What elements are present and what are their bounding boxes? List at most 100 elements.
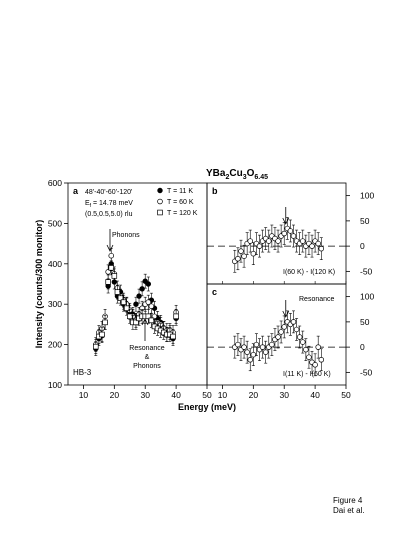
panel-c-letter: c (212, 287, 217, 297)
data-point (278, 329, 284, 335)
data-point (312, 362, 318, 368)
x-axis-label: Energy (meV) (178, 402, 236, 412)
data-point-filled-circle (145, 281, 152, 287)
y-tick-label: 100 (48, 380, 62, 390)
data-point (290, 233, 297, 239)
x-tick-label: 20 (249, 390, 259, 400)
figure-title: YBa2Cu3O6.45 (206, 168, 268, 181)
legend-marker (157, 209, 163, 216)
y-tick-label: 100 (360, 292, 374, 302)
data-point-open-square (114, 289, 121, 295)
y-tick-label: 50 (360, 216, 370, 226)
data-point (259, 344, 266, 350)
x-tick-label: 10 (218, 390, 228, 400)
legend-label: T = 11 K (167, 188, 193, 195)
figure-caption: Figure 4 Dai et al. (333, 496, 365, 516)
data-point-filled-circle (139, 286, 145, 292)
data-b (232, 217, 325, 273)
y-tick-label: 100 (360, 191, 374, 201)
data-point (309, 243, 315, 249)
y-tick-label: 50 (360, 317, 370, 327)
data-point (318, 357, 325, 363)
axes-a: 10 20 30 40 50 100 200 300 400 500 600 (48, 178, 212, 400)
data-point (241, 253, 247, 259)
data-point (244, 349, 250, 355)
data-point (266, 238, 272, 244)
data-point-open-square (108, 265, 114, 271)
ef-label: Ef = 14.78 meV (85, 200, 133, 209)
data-point (235, 256, 241, 262)
data-point-open-square (133, 319, 139, 326)
data-point (281, 230, 287, 237)
y-tick-label: 600 (48, 178, 62, 188)
data-point-open-square (148, 317, 155, 324)
data-point (300, 238, 306, 244)
data-point (256, 243, 263, 249)
legend-marker (157, 198, 163, 205)
data-a (93, 248, 179, 356)
phonons2-label: Phonons (133, 363, 161, 370)
panel-a: a 48'-40'-60'-120' Ef = 14.78 meV (0.5,0… (48, 178, 212, 400)
panel-b-label: I(60 K) - I(120 K) (283, 269, 335, 276)
data-point-open-square (145, 313, 152, 320)
x-tick-label: 30 (140, 390, 150, 400)
resonance-label-c: Resonance (299, 296, 335, 303)
data-point-open-square (173, 313, 179, 320)
data-point (275, 238, 281, 244)
y-axis-label: Intensity (counts/300 monitor) (34, 220, 44, 349)
caption-line-2: Dai et al. (333, 506, 365, 515)
data-point-open-square (123, 305, 130, 311)
legend-label: T = 120 K (167, 210, 198, 217)
y-tick-label: 300 (48, 299, 62, 309)
data-point-open-square (120, 299, 127, 305)
data-c (232, 310, 325, 377)
amp-label: & (145, 354, 150, 361)
y-tick-label: -50 (360, 266, 373, 276)
x-tick-label: 20 (110, 390, 120, 400)
x-tick-label: 10 (79, 390, 89, 400)
data-point-open-circle (108, 252, 114, 259)
x-tick-label: 40 (171, 390, 181, 400)
data-point (315, 344, 321, 350)
data-point (293, 326, 300, 333)
x-tick-label: 30 (279, 390, 289, 400)
data-point-open-square (111, 273, 118, 279)
panel-b-letter: b (212, 186, 218, 196)
y-tick-label: 500 (48, 218, 62, 228)
y-tick-label: -50 (360, 367, 373, 377)
data-point (238, 248, 244, 254)
data-point (281, 324, 287, 330)
data-point-open-square (117, 295, 124, 301)
data-point-open-square (105, 279, 111, 285)
data-point (253, 341, 260, 348)
data-point (300, 339, 306, 345)
config-label: 48'-40'-60'-120' (85, 189, 132, 196)
data-point (318, 245, 325, 252)
y-tick-label: 400 (48, 259, 62, 269)
legend-a: T = 11 K T = 60 K T = 120 K (157, 187, 198, 217)
axes-b: 100 50 0 -50 (207, 191, 374, 284)
data-point (306, 354, 312, 360)
x-tick-label: 40 (310, 390, 320, 400)
panel-b: b I(60 K) - I(120 K) 100 50 0 -50 (206, 182, 374, 285)
data-point (290, 319, 297, 325)
data-point-open-square (102, 319, 108, 326)
x-tick-label: 50 (341, 390, 351, 400)
x-tick-label: 50 (202, 390, 212, 400)
data-point-open-circle (148, 303, 155, 309)
data-point (241, 344, 247, 350)
legend-label: T = 60 K (167, 199, 194, 206)
data-point (235, 341, 241, 348)
data-point (287, 228, 294, 234)
panel-a-letter: a (73, 186, 79, 196)
phonons-arrowhead (106, 244, 114, 252)
y-tick-label: 0 (360, 342, 365, 352)
data-point (296, 334, 303, 340)
data-point (250, 250, 257, 257)
panel-c-frame (206, 283, 347, 386)
caption-line-1: Figure 4 (333, 496, 363, 505)
legend-marker (157, 187, 163, 194)
phonons-label: Phonons (112, 232, 140, 239)
data-point (250, 351, 257, 358)
